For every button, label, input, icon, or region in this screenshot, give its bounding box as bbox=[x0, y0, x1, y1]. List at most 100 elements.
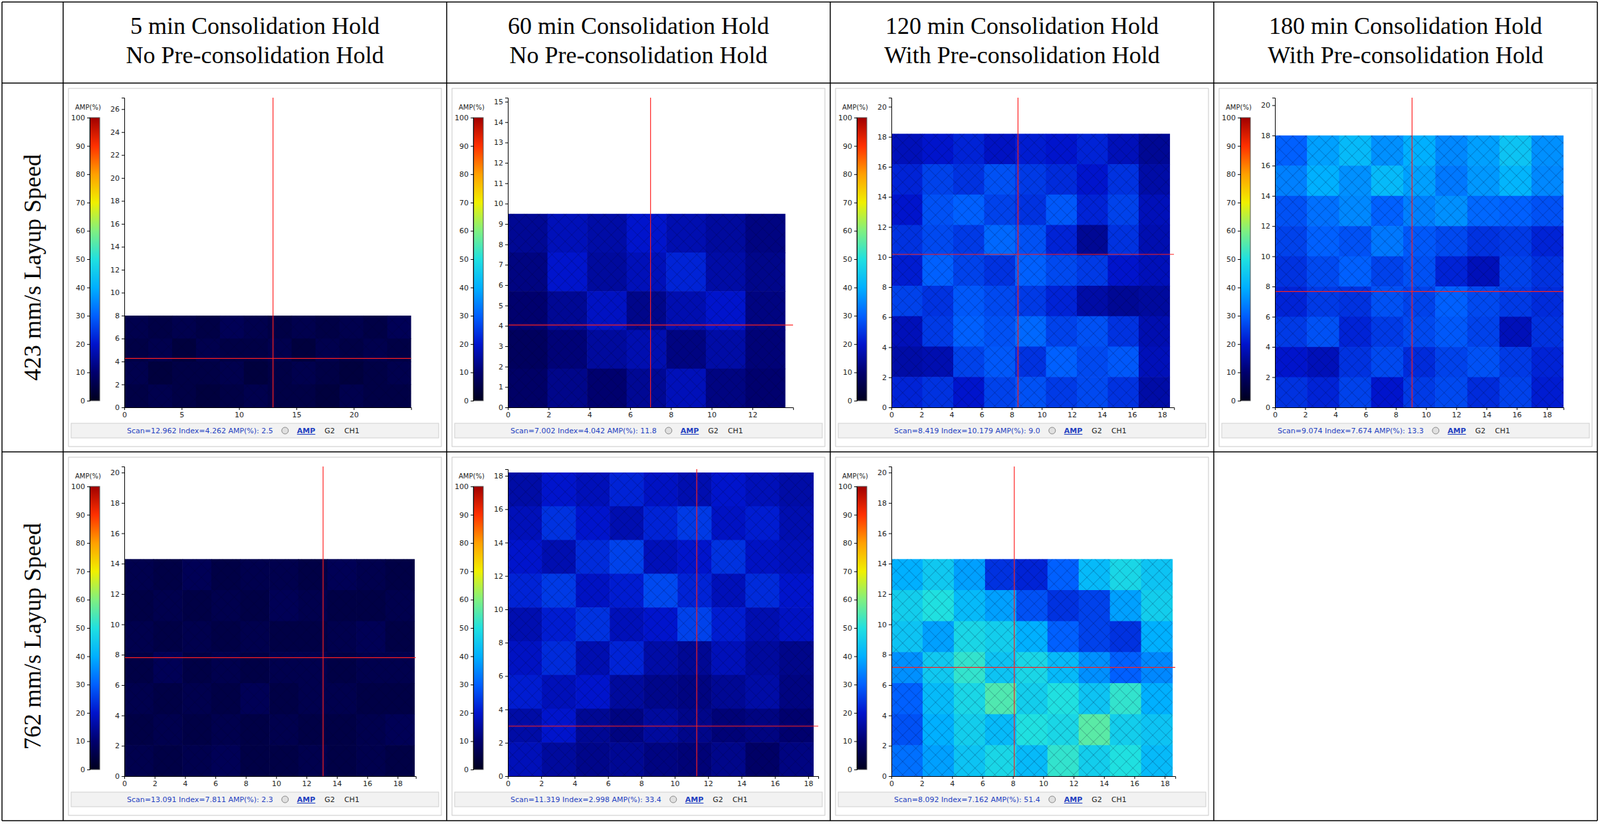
tick: 8 bbox=[1393, 407, 1399, 420]
tab[interactable]: CH1 bbox=[1111, 795, 1127, 805]
tab[interactable]: CH1 bbox=[1111, 426, 1127, 436]
cell bbox=[153, 559, 183, 591]
tick: 0 bbox=[505, 776, 511, 789]
tab[interactable]: AMP bbox=[685, 795, 704, 805]
tick-label: 2 bbox=[882, 373, 887, 383]
tick: 70 bbox=[459, 198, 474, 208]
colorbar bbox=[856, 486, 867, 770]
tab[interactable]: AMP bbox=[1064, 795, 1083, 805]
tab[interactable]: G2 bbox=[1091, 795, 1103, 805]
tick-label: 10 bbox=[1421, 410, 1432, 420]
cell bbox=[626, 368, 667, 408]
column-head-line: 60 min Consolidation Hold bbox=[507, 12, 770, 40]
tick-mark bbox=[888, 654, 892, 656]
tick-mark bbox=[641, 776, 643, 780]
cell bbox=[1499, 317, 1533, 348]
cell bbox=[1107, 164, 1139, 195]
tick: 1 bbox=[498, 382, 508, 392]
colorbar-label: AMP(%) bbox=[842, 472, 869, 480]
tick-mark bbox=[711, 407, 713, 411]
tick-mark bbox=[670, 407, 672, 411]
tick: 14 bbox=[1260, 192, 1275, 201]
cell bbox=[1076, 316, 1109, 347]
tick-label: 12 bbox=[703, 779, 714, 789]
panel: AMP(%)0102030405060708090100024681012141… bbox=[835, 457, 1209, 816]
tick-mark bbox=[470, 713, 474, 714]
tab[interactable]: CH1 bbox=[727, 426, 744, 436]
cell bbox=[327, 559, 357, 591]
panel: AMP(%)0102030405060708090100024681012141… bbox=[68, 457, 442, 816]
axis-line bbox=[1272, 98, 1276, 409]
tick: 80 bbox=[459, 539, 474, 548]
tick-label: 50 bbox=[1226, 255, 1236, 264]
tick-label: 8 bbox=[1009, 410, 1015, 420]
tick-label: 40 bbox=[75, 283, 86, 293]
tab[interactable]: G2 bbox=[1091, 426, 1103, 436]
tab[interactable]: AMP bbox=[297, 426, 316, 436]
tab[interactable]: G2 bbox=[324, 426, 336, 436]
tab[interactable]: CH1 bbox=[1494, 426, 1511, 436]
cell bbox=[1076, 285, 1109, 317]
tick-label: 16 bbox=[877, 162, 887, 172]
cell bbox=[1531, 346, 1564, 378]
cell bbox=[1306, 135, 1340, 167]
axis: 0102030405060708090100 bbox=[71, 113, 91, 406]
tick-label: 100 bbox=[454, 482, 469, 492]
tick: 100 bbox=[838, 482, 857, 492]
tab[interactable]: G2 bbox=[324, 795, 336, 805]
cell bbox=[891, 376, 923, 408]
axis: 024681012141618 bbox=[1272, 407, 1565, 420]
cell bbox=[267, 361, 293, 385]
tick: 12 bbox=[1067, 407, 1077, 420]
cell bbox=[922, 621, 955, 653]
tab[interactable]: CH1 bbox=[344, 426, 360, 436]
cell bbox=[1306, 226, 1340, 257]
tick-label: 50 bbox=[75, 624, 86, 633]
cell bbox=[1403, 196, 1436, 227]
tick-mark bbox=[184, 776, 186, 780]
tick-mark bbox=[505, 475, 508, 477]
tick: 6 bbox=[498, 672, 508, 681]
tab[interactable]: G2 bbox=[707, 426, 719, 436]
cell bbox=[1110, 714, 1143, 746]
tab[interactable]: AMP bbox=[1447, 426, 1467, 436]
tab[interactable]: G2 bbox=[712, 795, 724, 805]
texture bbox=[507, 214, 786, 408]
tick-label: 15 bbox=[291, 410, 302, 420]
tick: 12 bbox=[1451, 407, 1462, 420]
cell bbox=[1141, 714, 1174, 746]
tick: 80 bbox=[75, 170, 90, 179]
tick-mark bbox=[1134, 776, 1135, 780]
tick-label: 0 bbox=[1231, 396, 1236, 406]
tab[interactable]: G2 bbox=[1475, 426, 1486, 436]
cell bbox=[182, 745, 212, 777]
cell bbox=[745, 252, 786, 292]
cell bbox=[711, 506, 746, 541]
tick-label: 20 bbox=[877, 468, 887, 478]
tick-label: 6 bbox=[114, 681, 120, 690]
tick: 20 bbox=[877, 103, 892, 112]
tab[interactable]: AMP bbox=[680, 426, 700, 436]
cell bbox=[1371, 317, 1404, 348]
tick-mark bbox=[1237, 259, 1241, 260]
plot-area bbox=[1274, 97, 1565, 409]
tick: 30 bbox=[1226, 311, 1241, 321]
tick-mark bbox=[854, 486, 857, 488]
tab[interactable]: AMP bbox=[1064, 426, 1083, 436]
cell bbox=[1141, 621, 1174, 653]
tick: 10 bbox=[842, 737, 857, 746]
tick-label: 18 bbox=[877, 132, 887, 142]
cell bbox=[745, 641, 780, 676]
tick-mark bbox=[1272, 346, 1275, 348]
tab[interactable]: CH1 bbox=[344, 795, 360, 805]
cell bbox=[1015, 133, 1047, 165]
tick: 100 bbox=[71, 482, 90, 492]
cell bbox=[575, 573, 611, 608]
cell bbox=[507, 291, 548, 331]
tab[interactable]: AMP bbox=[297, 795, 316, 805]
tab[interactable]: CH1 bbox=[732, 795, 748, 805]
panel: AMP(%)0102030405060708090100024681012012… bbox=[452, 88, 825, 447]
cell bbox=[315, 361, 341, 385]
colorbar-label: AMP(%) bbox=[458, 472, 485, 480]
cell bbox=[643, 675, 679, 710]
